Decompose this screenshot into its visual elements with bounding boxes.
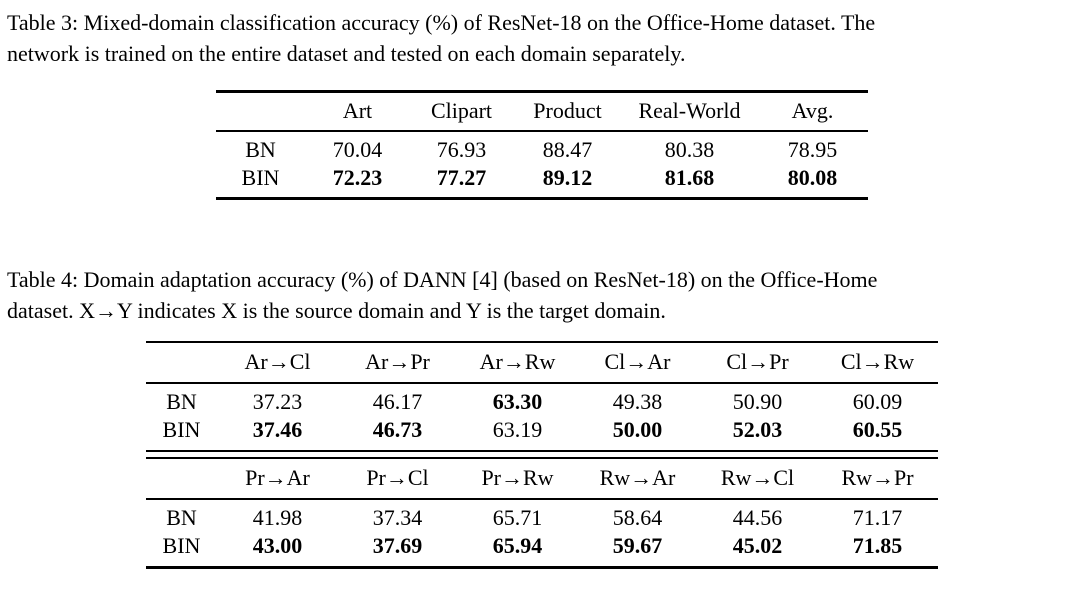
row-label: BIN [162,417,201,442]
table4-part2: Pr→Ar Pr→Cl Pr→Rw Rw→Ar Rw→Cl Rw→Pr BN 4… [145,457,938,569]
cell: 81.68 [664,165,715,190]
cell: 37.46 [252,417,303,442]
cell: 60.09 [852,389,903,414]
table3-caption: Table 3: Mixed-domain classification acc… [7,7,1076,69]
cell: 77.27 [436,165,487,190]
cell: 43.00 [252,533,303,558]
table3: Art Clipart Product Real-World Avg. BN 7… [215,90,868,200]
cell: 63.30 [492,389,543,414]
row-label: BN [245,137,276,162]
header-ar-rw: Ar→Rw [479,349,556,374]
table3-header-product: Product [533,98,602,123]
cell: 37.69 [372,533,423,558]
header-rw-ar: Rw→Ar [599,465,676,490]
row-label: BN [166,389,197,414]
header-rw-cl: Rw→Cl [720,465,795,490]
cell: 50.00 [612,417,663,442]
table4-part2-header-row: Pr→Ar Pr→Cl Pr→Rw Rw→Ar Rw→Cl Rw→Pr [145,458,938,499]
header-cl-rw: Cl→Rw [840,349,915,374]
header-rw-pr: Rw→Pr [841,465,914,490]
cell: 46.17 [372,389,423,414]
table3-row-bn: BN 70.04 76.93 88.47 80.38 78.95 [216,131,868,164]
cell: 52.03 [732,417,783,442]
cell: 70.04 [332,137,383,162]
table4-caption: Table 4: Domain adaptation accuracy (%) … [7,264,1076,326]
table4-part1-header-row: Ar→Cl Ar→Pr Ar→Rw Cl→Ar Cl→Pr Cl→Rw [145,342,938,383]
table3-header-real-world: Real-World [638,98,741,123]
header-cl-ar: Cl→Ar [604,349,671,374]
cell: 44.56 [732,505,783,530]
row-label: BIN [162,533,201,558]
header-pr-rw: Pr→Rw [481,465,554,490]
cell: 60.55 [852,417,903,442]
cell: 37.34 [372,505,423,530]
table4-caption-line2: dataset. X→Y indicates X is the source d… [7,298,666,323]
cell: 71.17 [852,505,903,530]
header-ar-cl: Ar→Cl [244,349,311,374]
cell: 58.64 [612,505,663,530]
cell: 80.38 [664,137,715,162]
cell: 41.98 [252,505,303,530]
header-ar-pr: Ar→Pr [365,349,430,374]
cell: 50.90 [732,389,783,414]
cell: 37.23 [252,389,303,414]
cell: 76.93 [436,137,487,162]
table3-caption-line1: Table 3: Mixed-domain classification acc… [7,10,876,35]
cell: 65.71 [492,505,543,530]
cell: 65.94 [492,533,543,558]
header-empty [146,458,218,499]
cell: 45.02 [732,533,783,558]
header-empty [146,342,218,383]
cell: 49.38 [612,389,663,414]
table4: Ar→Cl Ar→Pr Ar→Rw Cl→Ar Cl→Pr Cl→Rw BN 3… [7,341,1076,569]
table3-header-art: Art [342,98,373,123]
table3-header-row: Art Clipart Product Real-World Avg. [215,92,868,132]
cell: 78.95 [787,137,838,162]
table4-caption-line1: Table 4: Domain adaptation accuracy (%) … [7,267,878,292]
table3-header-avg: Avg. [791,98,834,123]
table3-caption-line2: network is trained on the entire dataset… [7,41,686,66]
cell: 80.08 [787,165,838,190]
table3-header-clipart: Clipart [430,98,493,123]
cell: 71.85 [852,533,903,558]
cell: 63.19 [492,417,543,442]
row-label: BN [166,505,197,530]
cell: 89.12 [542,165,593,190]
table4-part1-row-bin: BIN 37.46 46.73 63.19 50.00 52.03 60.55 [146,416,938,451]
table3-header-empty [216,92,306,132]
cell: 59.67 [612,533,663,558]
table4-part1: Ar→Cl Ar→Pr Ar→Rw Cl→Ar Cl→Pr Cl→Rw BN 3… [145,341,938,452]
table3-row-bin: BIN 72.23 77.27 89.12 81.68 80.08 [216,164,868,199]
header-cl-pr: Cl→Pr [726,349,789,374]
table4-part2-row-bin: BIN 43.00 37.69 65.94 59.67 45.02 71.85 [146,532,938,568]
row-label: BIN [241,165,280,190]
header-pr-ar: Pr→Ar [245,465,310,490]
cell: 46.73 [372,417,423,442]
cell: 88.47 [542,137,593,162]
table4-part2-row-bn: BN 41.98 37.34 65.71 58.64 44.56 71.17 [146,499,938,532]
cell: 72.23 [332,165,383,190]
table4-part1-row-bn: BN 37.23 46.17 63.30 49.38 50.90 60.09 [146,383,938,416]
header-pr-cl: Pr→Cl [366,465,429,490]
